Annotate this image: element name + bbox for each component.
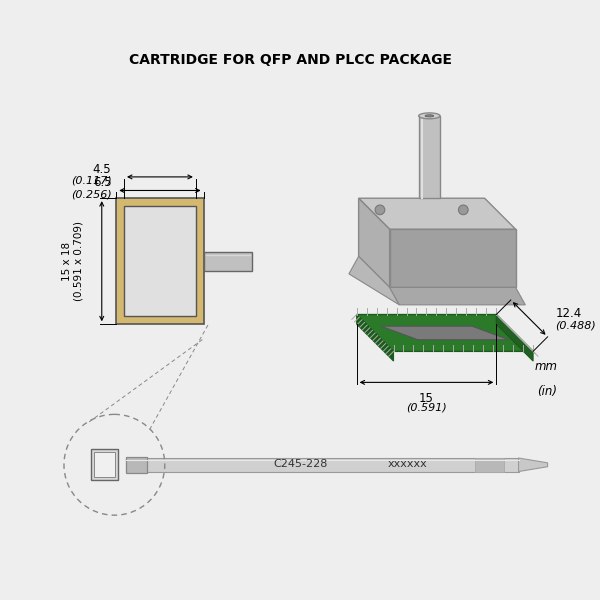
Text: (0.117): (0.117) bbox=[71, 176, 112, 186]
Text: CARTRIDGE FOR QFP AND PLCC PACKAGE: CARTRIDGE FOR QFP AND PLCC PACKAGE bbox=[129, 53, 452, 67]
Bar bbox=[419, 116, 440, 198]
Polygon shape bbox=[496, 314, 533, 361]
Ellipse shape bbox=[419, 113, 440, 119]
Polygon shape bbox=[518, 458, 548, 472]
Text: 4.5: 4.5 bbox=[93, 163, 112, 176]
Polygon shape bbox=[359, 198, 515, 229]
Polygon shape bbox=[381, 326, 509, 340]
Polygon shape bbox=[356, 314, 394, 361]
Polygon shape bbox=[349, 256, 400, 305]
Polygon shape bbox=[389, 287, 526, 305]
Polygon shape bbox=[359, 198, 389, 287]
Text: xxxxxx: xxxxxx bbox=[387, 459, 427, 469]
Ellipse shape bbox=[425, 115, 434, 117]
Bar bbox=[203, 251, 252, 271]
Polygon shape bbox=[389, 229, 515, 287]
Text: mm: mm bbox=[535, 359, 557, 373]
Bar bbox=[124, 206, 196, 316]
Bar bbox=[475, 458, 504, 472]
Circle shape bbox=[375, 205, 385, 215]
Bar bbox=[116, 198, 203, 324]
Bar bbox=[126, 458, 518, 472]
Text: 12.4: 12.4 bbox=[556, 307, 581, 320]
Text: C245-228: C245-228 bbox=[273, 459, 328, 469]
Text: 6.5: 6.5 bbox=[93, 176, 112, 189]
Text: 15 x 18
(0.591 x 0.709): 15 x 18 (0.591 x 0.709) bbox=[62, 221, 83, 301]
Text: (0.256): (0.256) bbox=[71, 190, 112, 199]
Text: (0.488): (0.488) bbox=[556, 320, 596, 330]
Bar bbox=[126, 457, 148, 473]
Bar bbox=[91, 449, 118, 480]
Circle shape bbox=[458, 205, 468, 215]
Text: (in): (in) bbox=[538, 385, 557, 398]
Text: 15: 15 bbox=[419, 392, 434, 405]
Bar bbox=[94, 452, 115, 478]
Text: (0.591): (0.591) bbox=[406, 403, 447, 413]
Polygon shape bbox=[356, 314, 533, 352]
